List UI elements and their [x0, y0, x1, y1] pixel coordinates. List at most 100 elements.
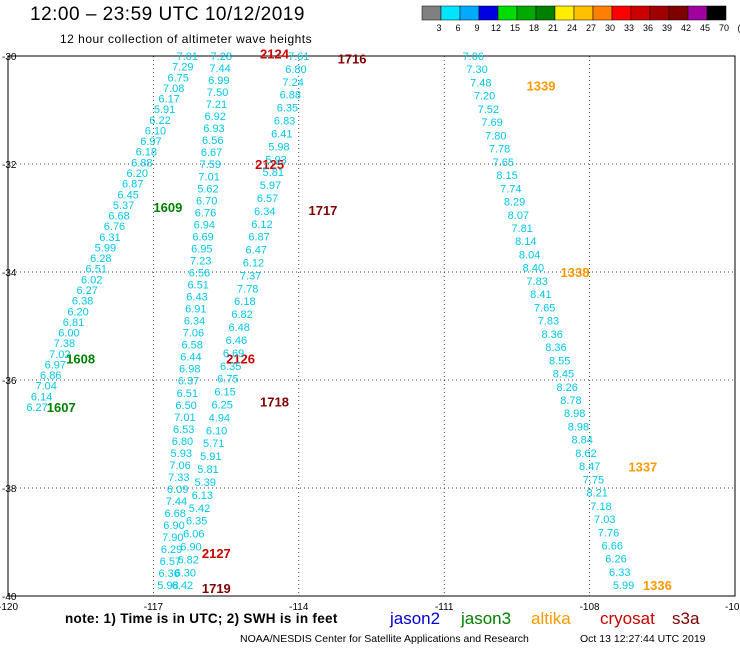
swh-value: 7.44	[209, 63, 230, 75]
swh-value: 6.69	[223, 348, 244, 360]
swh-value: 8.36	[545, 342, 566, 354]
swh-value: 7.30	[466, 64, 487, 76]
swh-value: 5.81	[263, 167, 284, 179]
swh-value: 7.61	[288, 51, 309, 63]
swh-value: 8.21	[587, 488, 608, 500]
swh-value: 6.93	[203, 123, 224, 135]
swh-value: 6.22	[149, 115, 170, 127]
colorbar-swatch	[687, 5, 708, 21]
colorbar-swatch	[649, 5, 670, 21]
swh-value: 6.56	[202, 135, 223, 147]
swh-value: 5.62	[197, 183, 218, 195]
legend-jason2: jason2	[390, 609, 441, 628]
swh-value: 6.70	[196, 195, 217, 207]
swh-value: 8.45	[553, 369, 574, 381]
colorbar-label: 6	[455, 23, 460, 33]
colorbar-swatch	[535, 5, 556, 21]
swh-value: 6.87	[248, 232, 269, 244]
colorbar-swatch	[611, 5, 632, 21]
swh-value: 6.09	[167, 484, 188, 496]
swh-value: 7.18	[590, 501, 611, 513]
colorbar-swatch	[668, 5, 689, 21]
pass-label: 2127	[202, 546, 231, 561]
swh-value: 7.06	[183, 328, 204, 340]
swh-value: 6.20	[67, 306, 88, 318]
swh-value: 8.14	[515, 236, 536, 248]
pass-label: 1719	[202, 581, 231, 596]
swh-value: 5.81	[197, 464, 218, 476]
legend-cryosat: cryosat	[600, 609, 655, 628]
swh-value: 6.76	[104, 221, 125, 233]
swh-value: 6.12	[251, 219, 272, 231]
swh-value: 6.20	[127, 168, 148, 180]
swh-value: 8.40	[523, 263, 544, 275]
pass-label: 1716	[338, 52, 367, 67]
swh-value: 6.80	[172, 436, 193, 448]
swh-value: 5.97	[260, 180, 281, 192]
x-tick-label: -114	[289, 602, 309, 613]
swh-value: 8.47	[579, 461, 600, 473]
swh-value: 7.33	[168, 472, 189, 484]
swh-value: 6.31	[99, 232, 120, 244]
swh-value: 7.23	[190, 255, 211, 267]
swh-value: 5.71	[203, 438, 224, 450]
chart-subtitle: 12 hour collection of altimeter wave hei…	[60, 32, 313, 46]
swh-value: 5.99	[613, 580, 634, 592]
swh-value: 5.39	[194, 477, 215, 489]
x-tick-label: -111	[435, 602, 454, 613]
swh-value: 7.80	[485, 130, 506, 142]
swh-value: 6.57	[257, 193, 278, 205]
swh-value: 6.27	[26, 402, 47, 414]
colorbar-swatch	[630, 5, 651, 21]
y-tick-label: -30	[2, 52, 17, 63]
swh-value: 6.68	[108, 211, 129, 223]
swh-value: 7.74	[500, 183, 521, 195]
pass-label: 1336	[643, 578, 672, 593]
plot-frame	[7, 55, 736, 597]
swh-value: 6.34	[254, 206, 275, 218]
swh-value: 6.15	[214, 387, 235, 399]
colorbar-swatch	[706, 5, 727, 21]
swh-value: 6.34	[184, 316, 205, 328]
swh-value: 7.78	[489, 144, 510, 156]
swh-value: 6.43	[186, 292, 207, 304]
swh-value: 6.10	[206, 425, 227, 437]
swh-value: 6.92	[204, 111, 225, 123]
swh-value: 6.35	[186, 516, 207, 528]
swh-value: 5.98	[157, 580, 178, 592]
swh-value: 6.95	[191, 243, 212, 255]
swh-value: 6.28	[90, 253, 111, 265]
swh-value: 8.62	[575, 448, 596, 460]
colorbar-swatch	[478, 5, 499, 21]
swh-value: 7.01	[174, 412, 195, 424]
swh-value: 7.08	[163, 83, 184, 95]
swh-value: 7.50	[207, 87, 228, 99]
swh-value: 8.26	[556, 382, 577, 394]
y-tick-label: -34	[2, 268, 17, 279]
swh-value: 6.83	[274, 116, 295, 128]
colorbar-swatch	[516, 5, 537, 21]
swh-value: 7.65	[493, 157, 514, 169]
swh-value: 6.87	[122, 179, 143, 191]
x-tick-label: -120	[0, 602, 18, 613]
swh-value: 7.65	[534, 302, 555, 314]
swh-value: 6.12	[243, 258, 264, 270]
swh-value: 7.28	[211, 51, 232, 63]
swh-value: 6.97	[45, 359, 66, 371]
swh-value: 6.97	[140, 136, 161, 148]
swh-value: 6.56	[189, 267, 210, 279]
swh-value: 6.68	[164, 508, 185, 520]
swh-value: 6.88	[131, 157, 152, 169]
swh-value: 5.98	[268, 141, 289, 153]
swh-value: 6.13	[192, 490, 213, 502]
swh-value: 8.15	[496, 170, 517, 182]
swh-value: 7.03	[594, 514, 615, 526]
swh-value: 6.14	[31, 391, 52, 403]
colorbar-label: 70	[719, 23, 729, 33]
colorbar-swatch	[421, 5, 442, 21]
swh-value: 6.45	[117, 189, 138, 201]
swh-value: 7.02	[49, 349, 70, 361]
pass-label: 1717	[308, 203, 337, 218]
swh-value: 6.94	[194, 219, 215, 231]
